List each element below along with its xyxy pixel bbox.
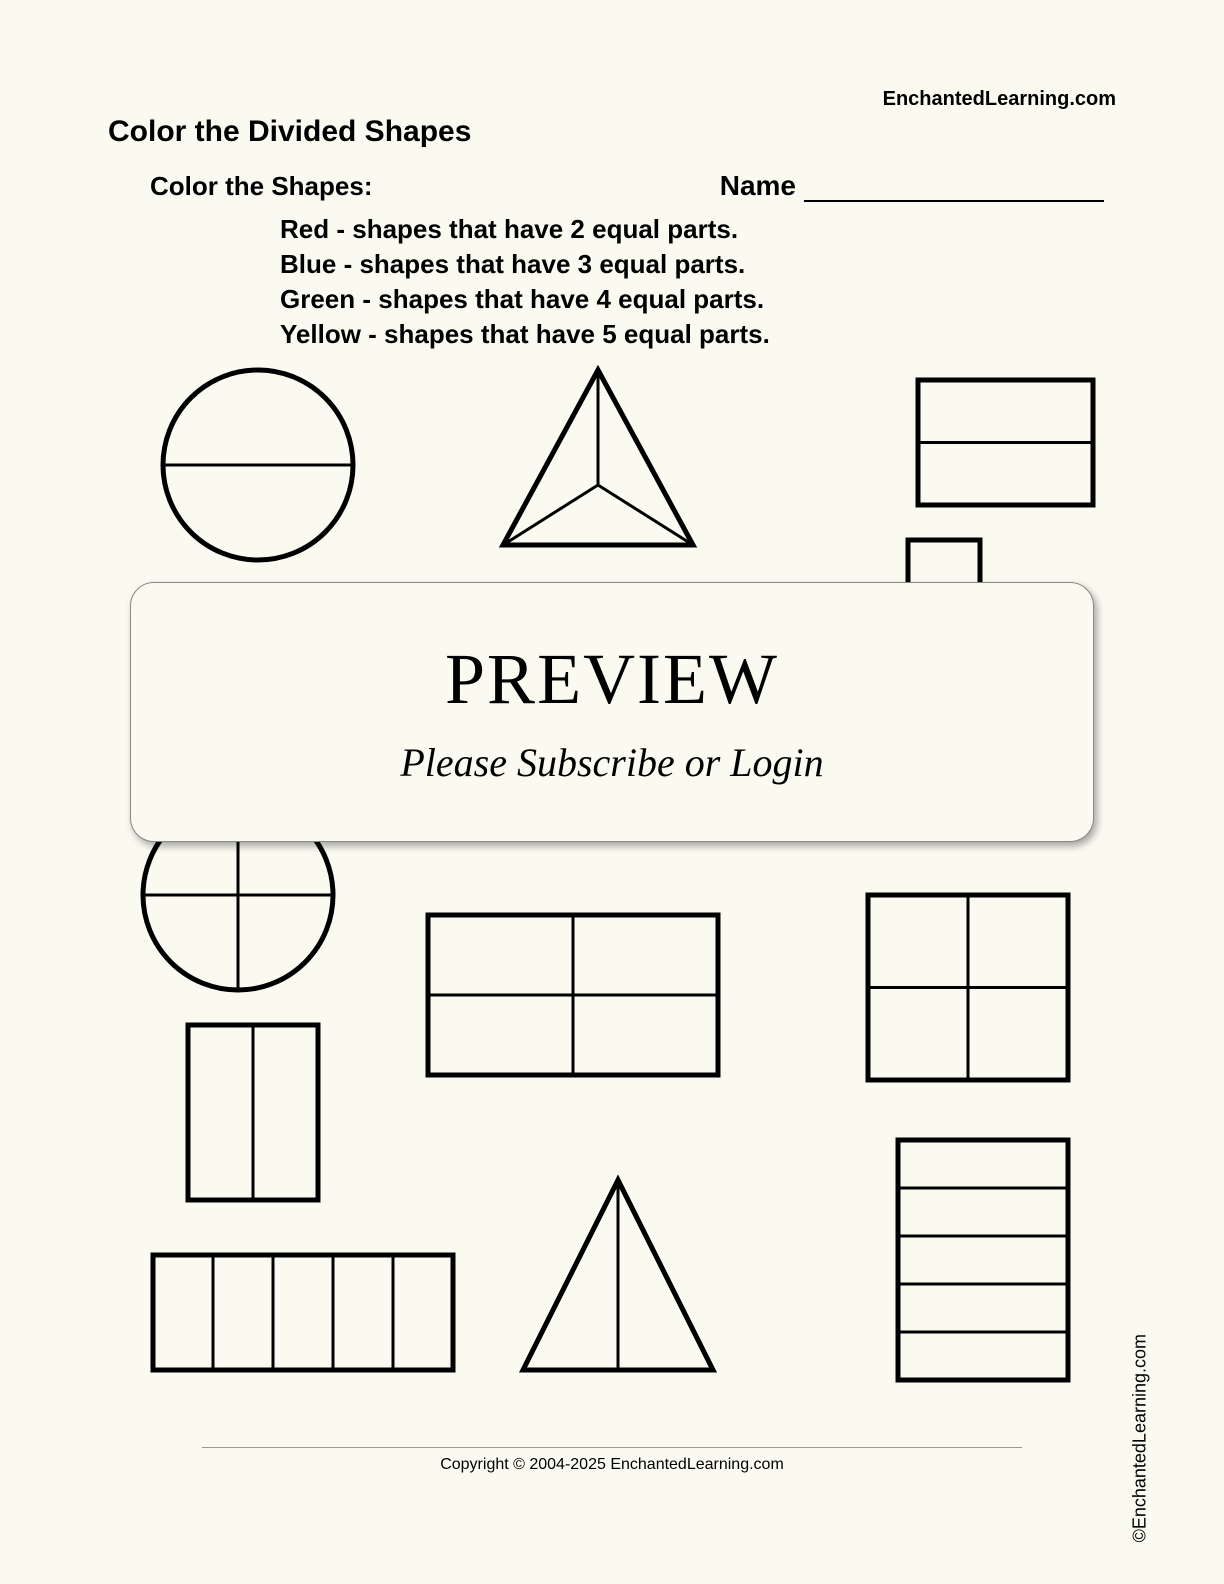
name-label: Name xyxy=(720,170,796,202)
rect-2x2-wide xyxy=(428,915,718,1075)
circle-half-horizontal xyxy=(163,370,353,560)
worksheet-shapes xyxy=(108,350,1112,1410)
header: Color the Shapes: Name Red - shapes that… xyxy=(150,170,1104,352)
overlay-subtitle: Please Subscribe or Login xyxy=(400,739,823,786)
page: EnchantedLearning.com Color the Divided … xyxy=(0,0,1224,1584)
rule-yellow: Yellow - shapes that have 5 equal parts. xyxy=(280,317,1104,352)
shapes-svg xyxy=(108,350,1112,1410)
copyright-text: Copyright © 2004-2025 EnchantedLearning.… xyxy=(440,1456,784,1473)
rule-blue: Blue - shapes that have 3 equal parts. xyxy=(280,247,1104,282)
instruction-label: Color the Shapes: xyxy=(150,171,372,202)
page-title: Color the Divided Shapes xyxy=(108,115,471,149)
rule-green: Green - shapes that have 4 equal parts. xyxy=(280,282,1104,317)
rule-red: Red - shapes that have 2 equal parts. xyxy=(280,212,1104,247)
triangle-half xyxy=(523,1180,713,1370)
name-field: Name xyxy=(720,170,1104,202)
footer-divider xyxy=(202,1447,1022,1448)
overlay-title: PREVIEW xyxy=(445,638,779,721)
brand-top: EnchantedLearning.com xyxy=(883,88,1116,111)
name-blank-line[interactable] xyxy=(804,180,1104,202)
side-copyright: ©EnchantedLearning.com xyxy=(1129,1334,1150,1542)
rect-half-horizontal xyxy=(918,380,1093,505)
rect-5-vertical xyxy=(153,1255,453,1370)
rect-5-horizontal xyxy=(898,1140,1068,1380)
header-row: Color the Shapes: Name xyxy=(150,170,1104,202)
triangle-thirds xyxy=(503,370,693,545)
square-2x2 xyxy=(868,895,1068,1080)
rect-half-vertical xyxy=(188,1025,318,1200)
color-rules: Red - shapes that have 2 equal parts. Bl… xyxy=(280,212,1104,352)
footer: Copyright © 2004-2025 EnchantedLearning.… xyxy=(0,1447,1224,1474)
preview-overlay: PREVIEW Please Subscribe or Login xyxy=(130,582,1094,842)
